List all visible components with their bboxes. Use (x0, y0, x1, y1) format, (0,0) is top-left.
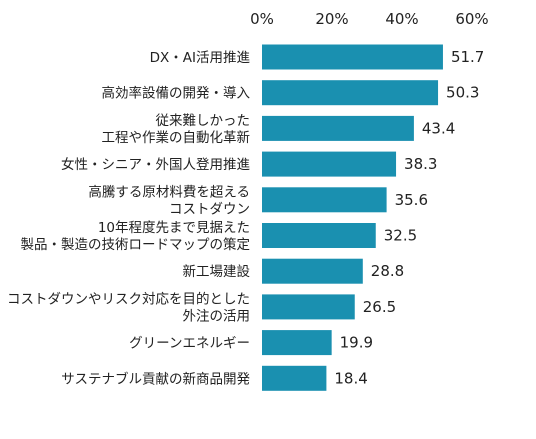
category-label-line: コストダウンやリスク対応を目的とした (7, 291, 250, 307)
category-label-line: 新工場建設 (183, 264, 251, 280)
value-label: 26.5 (363, 298, 396, 316)
category-label-line: サステナブル貢献の新商品開発 (61, 370, 250, 387)
bar (262, 80, 439, 106)
category-label: DX・AI活用推進 (150, 50, 251, 66)
category-label-line: 外注の活用 (183, 308, 251, 324)
category-label-line: 高効率設備の開発・導入 (102, 85, 251, 102)
value-label: 43.4 (422, 119, 455, 137)
x-tick-label: 20% (315, 10, 348, 28)
x-axis-ticks: 0% 20% 40% 60% (250, 10, 489, 28)
category-label-line: 高騰する原材料費を超える (88, 183, 250, 200)
bar (262, 44, 443, 70)
category-label: 高騰する原材料費を超えるコストダウン (88, 183, 250, 217)
category-label-line: 10年程度先まで見据えた (98, 220, 250, 236)
category-label-line: 女性・シニア・外国人登用推進 (61, 156, 250, 173)
category-label: グリーンエネルギー (129, 336, 250, 352)
category-label-line: DX・AI活用推進 (150, 50, 251, 66)
bar (262, 187, 387, 213)
x-tick-label: 60% (455, 10, 488, 28)
category-label: 従来難しかった工程や作業の自動化革新 (102, 113, 251, 146)
category-label: 女性・シニア・外国人登用推進 (61, 156, 250, 173)
x-tick-label: 0% (250, 10, 274, 28)
category-label-line: 工程や作業の自動化革新 (102, 130, 251, 146)
category-label: コストダウンやリスク対応を目的とした外注の活用 (7, 291, 250, 324)
bar (262, 258, 363, 284)
value-label: 38.3 (404, 155, 437, 173)
category-label: サステナブル貢献の新商品開発 (61, 370, 250, 387)
category-label: 新工場建設 (183, 264, 251, 280)
category-labels: DX・AI活用推進高効率設備の開発・導入従来難しかった工程や作業の自動化革新女性… (7, 50, 250, 387)
value-label: 28.8 (371, 262, 404, 280)
value-label: 18.4 (334, 369, 367, 387)
category-label: 10年程度先まで見据えた製品・製造の技術ロードマップの策定 (21, 220, 251, 253)
bar (262, 223, 376, 248)
bar (262, 365, 327, 391)
category-label-line: 製品・製造の技術ロードマップの策定 (21, 236, 251, 253)
value-label: 50.3 (446, 84, 479, 102)
value-label: 35.6 (395, 191, 428, 209)
category-label-line: グリーンエネルギー (129, 336, 250, 352)
bar (262, 115, 414, 141)
bar (262, 330, 332, 356)
x-tick-label: 40% (385, 10, 418, 28)
bar (262, 294, 355, 320)
value-label: 19.9 (340, 334, 373, 352)
value-labels: 51.7 50.3 43.4 38.3 35.6 32.5 28.8 26.5 19.9 18.4 (334, 48, 484, 387)
bars (262, 44, 443, 391)
category-label-line: 従来難しかった (156, 113, 251, 129)
bar (262, 151, 397, 177)
category-label-line: コストダウン (169, 201, 250, 217)
category-label: 高効率設備の開発・導入 (102, 85, 251, 102)
value-label: 32.5 (384, 227, 417, 245)
value-label: 51.7 (451, 48, 484, 66)
